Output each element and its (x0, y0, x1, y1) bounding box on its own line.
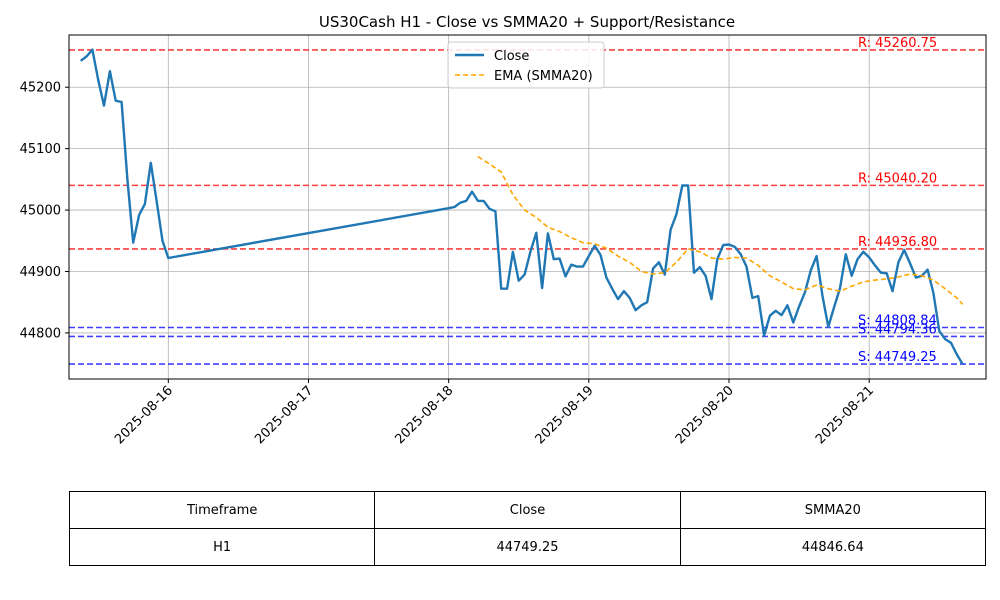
support-level-label: S: 44808.84 (858, 313, 937, 328)
resistance-level-label: R: 44936.80 (858, 235, 937, 250)
table-header-cell: SMMA20 (679, 491, 987, 529)
y-tick-label: 45100 (20, 142, 61, 157)
support-resistance-lines (69, 49, 986, 365)
y-tick-label: 45000 (20, 204, 61, 219)
table-header-cell: Close (374, 491, 681, 529)
resistance-level-label: R: 45040.20 (858, 171, 937, 186)
y-tick-label: 44800 (20, 326, 61, 341)
table-row: H1 44749.25 44846.64 (68, 528, 987, 566)
resistance-level-label: R: 45260.75 (858, 36, 937, 51)
y-tick-label: 45200 (20, 81, 61, 96)
legend-label-smma: EMA (SMMA20) (494, 69, 593, 84)
y-tick-label: 44900 (20, 265, 61, 280)
summary-table: Timeframe Close SMMA20 H1 44749.25 44846… (68, 491, 987, 566)
legend-box (447, 41, 605, 89)
chart-figure: US30Cash H1 - Close vs SMMA20 + Support/… (20, 13, 987, 447)
x-tick-label: 2025-08-19 (533, 383, 597, 447)
table-cell-close: 44749.25 (374, 528, 681, 566)
x-tick-label: 2025-08-16 (112, 383, 176, 447)
legend: Close EMA (SMMA20) (447, 41, 605, 89)
smma20-series-line (477, 155, 964, 305)
support-level-label: S: 44749.25 (858, 350, 937, 365)
table-header-cell: Timeframe (68, 491, 376, 529)
x-tick-label: 2025-08-18 (392, 383, 456, 447)
table-cell-smma20: 44846.64 (679, 528, 987, 566)
legend-label-close: Close (494, 49, 529, 64)
table-header-row: Timeframe Close SMMA20 (68, 491, 987, 529)
series-lines (79, 48, 964, 365)
table-cell-timeframe: H1 (68, 528, 376, 566)
close-series-line (79, 48, 964, 365)
x-tick-label: 2025-08-21 (813, 383, 877, 447)
support-level-label: S: 44794.36 (858, 322, 937, 337)
level-labels: R: 45260.75 R: 45040.20 R: 44936.80 S: 4480… (858, 36, 937, 365)
x-tick-label: 2025-08-17 (252, 383, 316, 447)
x-tick-label: 2025-08-20 (673, 383, 737, 447)
chart-title: US30Cash H1 - Close vs SMMA20 + Support/… (319, 13, 735, 31)
plot-area-frame (68, 34, 987, 380)
